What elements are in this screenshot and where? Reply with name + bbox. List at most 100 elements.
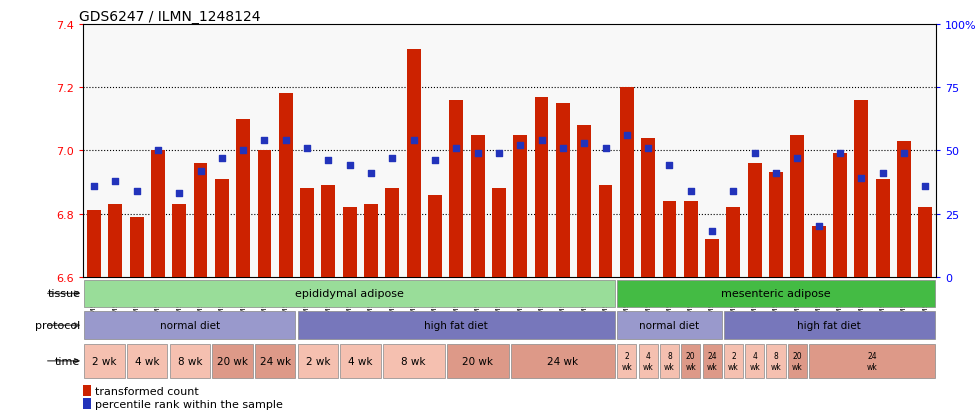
Text: percentile rank within the sample: percentile rank within the sample <box>95 399 283 409</box>
Bar <box>681 344 701 378</box>
Point <box>193 168 209 174</box>
Text: 20 wk: 20 wk <box>217 356 248 366</box>
Bar <box>172 204 186 277</box>
Text: 2
wk: 2 wk <box>621 351 632 370</box>
Bar <box>809 344 935 378</box>
Bar <box>109 204 122 277</box>
Bar <box>641 138 655 277</box>
Bar <box>84 312 295 339</box>
Text: high fat diet: high fat diet <box>798 320 861 330</box>
Point <box>790 155 806 162</box>
Bar <box>791 135 805 277</box>
Text: protocol: protocol <box>35 320 80 330</box>
Bar <box>511 344 615 378</box>
Bar <box>897 142 910 277</box>
Point <box>278 138 294 144</box>
Point <box>449 145 465 152</box>
Bar <box>726 208 740 277</box>
Bar <box>660 344 679 378</box>
Bar <box>535 97 549 277</box>
Bar <box>876 179 890 277</box>
Bar <box>769 173 783 277</box>
Point <box>320 158 336 164</box>
Bar <box>662 202 676 277</box>
Bar <box>236 119 250 277</box>
Bar <box>407 50 420 277</box>
Point <box>406 138 421 144</box>
Bar <box>833 154 847 277</box>
Point <box>896 150 911 157</box>
Point <box>810 223 826 230</box>
Bar <box>617 280 935 307</box>
Bar <box>766 344 786 378</box>
Text: 20
wk: 20 wk <box>792 351 803 370</box>
Point <box>875 170 891 177</box>
Text: 20
wk: 20 wk <box>685 351 696 370</box>
Point <box>917 183 933 190</box>
Text: 2
wk: 2 wk <box>728 351 739 370</box>
Text: 24 wk: 24 wk <box>547 356 578 366</box>
Bar <box>703 344 721 378</box>
Point <box>469 150 485 157</box>
Text: 2 wk: 2 wk <box>92 356 117 366</box>
Text: 24 wk: 24 wk <box>260 356 291 366</box>
Bar <box>811 227 825 277</box>
Point <box>491 150 507 157</box>
Point <box>108 178 123 185</box>
Bar <box>340 344 380 378</box>
Text: high fat diet: high fat diet <box>424 320 488 330</box>
Point <box>513 142 528 149</box>
Text: 20 wk: 20 wk <box>463 356 493 366</box>
Point <box>384 155 400 162</box>
Point <box>214 155 229 162</box>
Text: 8 wk: 8 wk <box>402 356 426 366</box>
Bar <box>918 208 932 277</box>
Bar <box>599 186 612 277</box>
Point <box>150 147 166 154</box>
Text: 24
wk: 24 wk <box>707 351 717 370</box>
Text: 8
wk: 8 wk <box>664 351 675 370</box>
Bar <box>343 208 357 277</box>
Bar <box>748 164 761 277</box>
Bar <box>84 344 124 378</box>
Point <box>364 170 379 177</box>
Point <box>299 145 315 152</box>
Point <box>854 176 869 182</box>
Point <box>598 145 613 152</box>
Text: 4 wk: 4 wk <box>135 356 160 366</box>
Bar <box>151 151 165 277</box>
Bar <box>617 312 721 339</box>
Bar <box>428 195 442 277</box>
Bar <box>83 399 91 410</box>
Bar <box>321 186 335 277</box>
Point <box>576 140 592 147</box>
Bar <box>788 344 807 378</box>
Text: 4
wk: 4 wk <box>750 351 760 370</box>
Bar <box>279 94 293 277</box>
Point <box>128 188 144 195</box>
Point <box>725 188 741 195</box>
Point <box>172 190 187 197</box>
Bar <box>447 344 509 378</box>
Point <box>640 145 656 152</box>
Text: GDS6247 / ILMN_1248124: GDS6247 / ILMN_1248124 <box>79 10 261 24</box>
Bar <box>213 344 253 378</box>
Point <box>619 133 635 139</box>
Bar <box>684 202 698 277</box>
Point <box>257 138 272 144</box>
Point <box>747 150 762 157</box>
Bar <box>385 189 399 277</box>
Text: tissue: tissue <box>47 289 80 299</box>
Point <box>534 138 550 144</box>
Point <box>832 150 848 157</box>
Text: 2 wk: 2 wk <box>306 356 330 366</box>
Text: mesenteric adipose: mesenteric adipose <box>721 289 831 299</box>
Bar <box>383 344 445 378</box>
Bar <box>617 344 636 378</box>
Text: time: time <box>55 356 80 366</box>
Bar <box>450 100 464 277</box>
Bar <box>215 179 228 277</box>
Bar <box>255 344 295 378</box>
Bar <box>470 135 484 277</box>
Bar <box>194 164 208 277</box>
